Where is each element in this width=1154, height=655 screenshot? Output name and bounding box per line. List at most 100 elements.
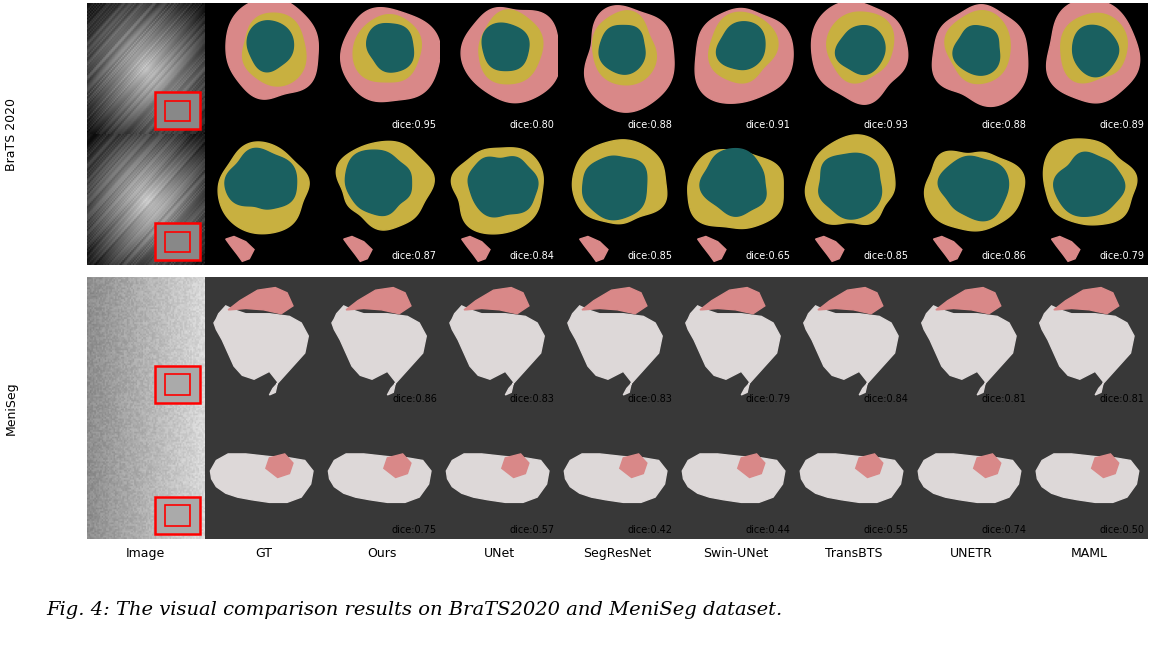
Polygon shape	[1043, 139, 1137, 225]
Polygon shape	[855, 454, 883, 477]
Polygon shape	[1051, 236, 1080, 261]
Text: dice:0.89: dice:0.89	[1100, 121, 1145, 130]
Polygon shape	[213, 306, 308, 395]
Text: Swin-UNet: Swin-UNet	[703, 547, 767, 560]
Text: dice:0.88: dice:0.88	[628, 121, 673, 130]
Text: dice:0.80: dice:0.80	[510, 121, 555, 130]
Polygon shape	[804, 306, 898, 395]
Polygon shape	[932, 5, 1028, 106]
Text: dice:0.57: dice:0.57	[510, 525, 555, 535]
Polygon shape	[346, 288, 411, 314]
Polygon shape	[564, 454, 667, 502]
Polygon shape	[826, 12, 893, 83]
Text: BraTS 2020: BraTS 2020	[5, 98, 18, 171]
Polygon shape	[919, 454, 1021, 502]
Text: dice:0.42: dice:0.42	[628, 525, 673, 535]
Polygon shape	[226, 236, 254, 261]
Polygon shape	[737, 454, 765, 477]
Text: UNETR: UNETR	[950, 547, 992, 560]
Text: dice:0.85: dice:0.85	[628, 252, 673, 261]
Polygon shape	[345, 150, 412, 215]
Text: dice:0.81: dice:0.81	[982, 394, 1027, 404]
Polygon shape	[934, 236, 961, 261]
FancyBboxPatch shape	[155, 497, 200, 534]
Text: dice:0.79: dice:0.79	[745, 394, 790, 404]
Text: dice:0.83: dice:0.83	[628, 394, 673, 404]
Text: dice:0.74: dice:0.74	[982, 525, 1027, 535]
Polygon shape	[242, 13, 306, 86]
Polygon shape	[700, 288, 765, 314]
Polygon shape	[572, 140, 667, 224]
Polygon shape	[1036, 454, 1139, 502]
Text: dice:0.75: dice:0.75	[391, 525, 437, 535]
Polygon shape	[464, 288, 529, 314]
Polygon shape	[945, 10, 1010, 84]
Polygon shape	[682, 454, 785, 502]
Text: dice:0.86: dice:0.86	[982, 252, 1027, 261]
Polygon shape	[247, 21, 293, 72]
Text: dice:0.88: dice:0.88	[982, 121, 1027, 130]
Text: dice:0.84: dice:0.84	[864, 394, 908, 404]
Polygon shape	[225, 149, 297, 209]
Text: dice:0.85: dice:0.85	[863, 252, 908, 261]
Polygon shape	[582, 288, 647, 314]
Polygon shape	[685, 306, 780, 395]
Polygon shape	[502, 454, 529, 477]
Polygon shape	[805, 135, 896, 225]
Text: Ours: Ours	[367, 547, 396, 560]
Polygon shape	[800, 454, 902, 502]
Text: dice:0.93: dice:0.93	[864, 121, 908, 130]
Polygon shape	[698, 236, 726, 261]
Polygon shape	[462, 236, 490, 261]
Polygon shape	[922, 306, 1017, 395]
Polygon shape	[332, 306, 426, 395]
Text: dice:0.95: dice:0.95	[392, 121, 437, 130]
Polygon shape	[924, 151, 1025, 231]
Polygon shape	[1054, 288, 1118, 314]
Text: dice:0.50: dice:0.50	[1100, 525, 1145, 535]
Polygon shape	[353, 14, 421, 82]
Polygon shape	[974, 454, 1001, 477]
Polygon shape	[620, 454, 647, 477]
Polygon shape	[1047, 0, 1140, 103]
Text: dice:0.87: dice:0.87	[392, 252, 437, 261]
Text: dice:0.84: dice:0.84	[510, 252, 555, 261]
Polygon shape	[816, 236, 844, 261]
Polygon shape	[599, 26, 645, 74]
Text: GT: GT	[255, 547, 272, 560]
Polygon shape	[936, 288, 1001, 314]
Polygon shape	[688, 150, 784, 229]
Polygon shape	[340, 8, 441, 102]
Polygon shape	[451, 148, 544, 234]
Polygon shape	[462, 8, 560, 103]
Text: TransBTS: TransBTS	[825, 547, 882, 560]
Text: dice:0.65: dice:0.65	[745, 252, 790, 261]
Text: dice:0.86: dice:0.86	[392, 394, 437, 404]
Text: Image: Image	[126, 547, 165, 560]
Polygon shape	[1040, 306, 1134, 395]
Polygon shape	[1054, 152, 1125, 216]
Polygon shape	[336, 141, 434, 230]
Polygon shape	[367, 24, 413, 72]
FancyBboxPatch shape	[155, 92, 200, 129]
FancyBboxPatch shape	[155, 223, 200, 260]
Text: Fig. 4: The visual comparison results on BraTS2020 and MeniSeg dataset.: Fig. 4: The visual comparison results on…	[46, 601, 782, 619]
Polygon shape	[482, 23, 529, 71]
Text: SegResNet: SegResNet	[583, 547, 652, 560]
Polygon shape	[583, 156, 646, 219]
Text: MAML: MAML	[1071, 547, 1108, 560]
Bar	[165, 506, 189, 525]
Polygon shape	[819, 153, 882, 219]
Polygon shape	[447, 454, 549, 502]
Polygon shape	[700, 149, 766, 216]
Polygon shape	[329, 454, 430, 502]
Polygon shape	[265, 454, 293, 477]
Polygon shape	[695, 9, 793, 103]
Polygon shape	[218, 142, 309, 234]
Polygon shape	[953, 26, 999, 75]
Text: MeniSeg: MeniSeg	[5, 381, 18, 435]
Polygon shape	[1072, 26, 1118, 77]
Bar	[165, 232, 189, 252]
Text: dice:0.83: dice:0.83	[510, 394, 555, 404]
Polygon shape	[835, 26, 885, 75]
